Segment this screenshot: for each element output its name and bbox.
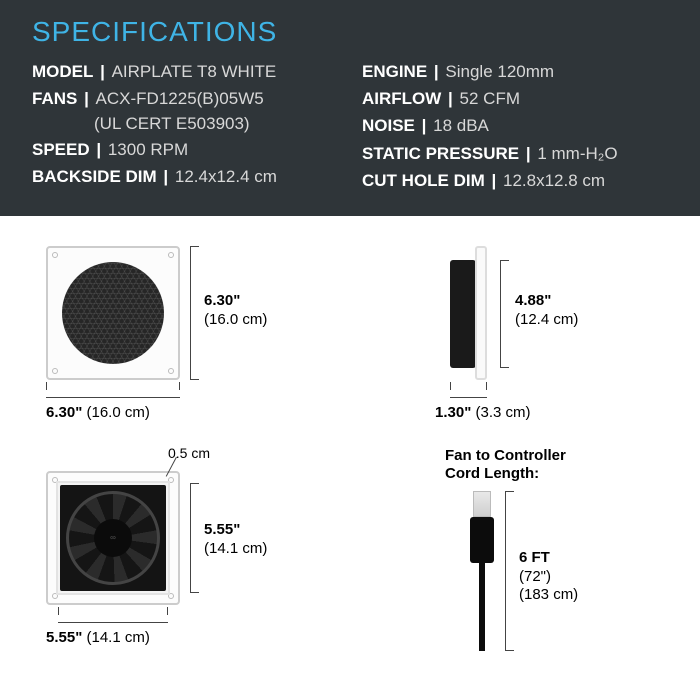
spec-col-left: MODEL | AIRPLATE T8 WHITEFANS | ACX-FD12… (32, 58, 338, 194)
spec-row: ENGINE | Single 120mm (362, 58, 668, 85)
cord-title: Fan to Controller Cord Length: (445, 447, 566, 483)
spec-title: SPECIFICATIONS (32, 16, 668, 48)
usb-connector (473, 491, 491, 517)
back-h-b: 5.55" (204, 521, 240, 538)
spec-row: BACKSIDE DIM | 12.4x12.4 cm (32, 163, 338, 190)
spec-grid: MODEL | AIRPLATE T8 WHITEFANS | ACX-FD12… (32, 58, 668, 194)
diagrams: 6.30" (16.0 cm) 6.30" (16.0 cm) 4.88" (1… (0, 216, 700, 690)
frame-thk: 0.5 cm (168, 445, 210, 461)
spec-row: FANS | ACX-FD1225(B)05W5 (32, 85, 338, 112)
side-h-b: 4.88" (515, 292, 551, 309)
spec-row: NOISE | 18 dBA (362, 112, 668, 139)
spec-row: SPEED | 1300 RPM (32, 136, 338, 163)
spec-col-right: ENGINE | Single 120mmAIRFLOW | 52 CFMNOI… (362, 58, 668, 194)
front-h-p: (16.0 cm) (204, 311, 267, 328)
spec-panel: SPECIFICATIONS MODEL | AIRPLATE T8 WHITE… (0, 0, 700, 216)
front-w-b: 6.30" (46, 404, 82, 421)
usb-cord (479, 563, 485, 651)
back-view: ∞ 0.5 cm 5.55" (14.1 cm) 5.55" (14.1 cm) (18, 465, 345, 680)
side-view: 4.88" (12.4 cm) 1.30" (3.3 cm) (355, 240, 682, 455)
side-d-b: 1.30" (435, 404, 471, 421)
back-h-p: (14.1 cm) (204, 540, 267, 557)
front-view: 6.30" (16.0 cm) 6.30" (16.0 cm) (18, 240, 345, 455)
side-d-p: (3.3 cm) (475, 404, 530, 421)
back-w-p: (14.1 cm) (86, 629, 149, 646)
back-w-b: 5.55" (46, 629, 82, 646)
side-h-p: (12.4 cm) (515, 311, 578, 328)
front-h-b: 6.30" (204, 292, 240, 309)
spec-row: STATIC PRESSURE | 1 mm-H₂O (362, 140, 668, 167)
front-w-p: (16.0 cm) (86, 404, 149, 421)
cord-p1: (72") (519, 568, 551, 585)
cord-b: 6 FT (519, 549, 550, 566)
spec-row: CUT HOLE DIM | 12.8x12.8 cm (362, 167, 668, 194)
cord-view: Fan to Controller Cord Length: 6 FT (72"… (355, 465, 682, 680)
spec-row: MODEL | AIRPLATE T8 WHITE (32, 58, 338, 85)
usb-plug (470, 517, 494, 563)
spec-sub: (UL CERT E503903) (32, 112, 338, 136)
cord-p2: (183 cm) (519, 586, 578, 603)
spec-row: AIRFLOW | 52 CFM (362, 85, 668, 112)
